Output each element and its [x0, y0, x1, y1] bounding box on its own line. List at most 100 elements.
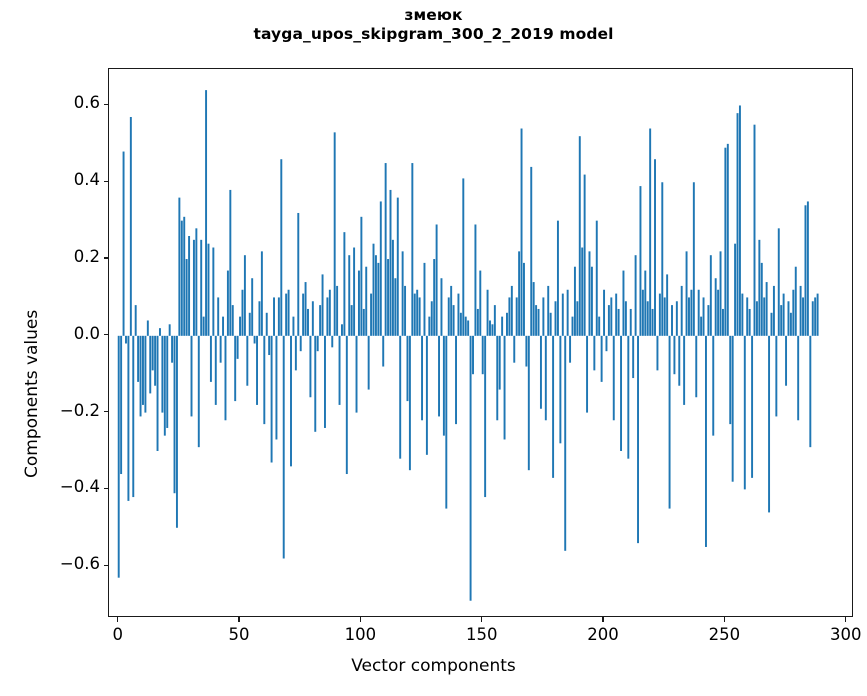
x-tick-label: 300 [829, 625, 862, 644]
bar [292, 316, 295, 336]
bar [125, 335, 127, 344]
bar [588, 251, 591, 336]
bar [447, 297, 450, 336]
bar [224, 335, 227, 421]
bar [324, 335, 326, 428]
bar [127, 335, 130, 501]
bar [595, 220, 598, 336]
bar [637, 335, 639, 544]
bar [197, 335, 200, 448]
bar [389, 189, 392, 336]
bar [755, 301, 758, 336]
bar [702, 297, 705, 336]
bar [729, 335, 732, 425]
bar [464, 316, 467, 336]
bar [117, 335, 120, 578]
bar [275, 335, 278, 440]
bar [365, 266, 368, 336]
bar [343, 232, 346, 336]
bar [552, 335, 555, 478]
bar [158, 328, 161, 336]
y-tick-mark [103, 487, 108, 490]
bar [666, 274, 669, 336]
bar [513, 335, 516, 363]
y-tick-label: 0.6 [73, 93, 100, 113]
bar [527, 335, 530, 471]
bar [688, 297, 690, 336]
bar [175, 335, 178, 528]
bar [435, 224, 438, 336]
bar [656, 335, 659, 371]
bar [772, 285, 775, 336]
bar [331, 335, 334, 348]
bar [379, 201, 382, 336]
bar [707, 305, 710, 336]
bar [192, 239, 195, 336]
bar [792, 289, 795, 336]
bar [503, 335, 506, 440]
bar [683, 335, 686, 405]
bar [663, 297, 666, 336]
bar [205, 90, 208, 336]
bar [695, 335, 698, 398]
bar [491, 324, 494, 336]
bar [542, 297, 545, 336]
bar [302, 293, 305, 336]
bar [253, 335, 256, 344]
chart-title: змеюк tayga_upos_skipgram_300_2_2019 mod… [0, 6, 867, 44]
bar [394, 278, 397, 336]
bar [573, 266, 576, 336]
bar [544, 335, 547, 421]
bar [559, 335, 562, 444]
bar-series [117, 90, 819, 601]
bar [600, 335, 603, 382]
bar [219, 335, 222, 363]
y-axis-label: Components values [22, 309, 42, 478]
bar [734, 243, 737, 336]
bar [433, 259, 436, 336]
bar [396, 197, 399, 336]
bar [556, 220, 559, 336]
bar [188, 236, 191, 336]
bar [280, 159, 283, 336]
bar [481, 335, 484, 375]
bar [535, 305, 538, 336]
x-tick-mark [117, 617, 119, 622]
bar [122, 151, 125, 336]
x-tick-mark [481, 617, 483, 622]
bar [816, 293, 819, 336]
bar [782, 293, 785, 336]
bar [173, 335, 176, 494]
bar [777, 228, 780, 336]
bar [726, 143, 729, 336]
bar [222, 316, 225, 336]
bar [620, 335, 623, 451]
bar [185, 259, 188, 336]
bar [627, 335, 630, 459]
bar [183, 216, 186, 336]
bar [137, 335, 140, 382]
bar [472, 335, 474, 375]
bar [525, 335, 528, 367]
bar [413, 293, 416, 336]
bar [171, 335, 174, 363]
bar [530, 166, 533, 336]
bar [668, 335, 671, 509]
bar [508, 297, 511, 336]
bar [569, 335, 572, 363]
bar [590, 266, 593, 336]
bar [226, 270, 229, 336]
bar [797, 335, 800, 421]
bar [622, 270, 625, 336]
bar [685, 251, 688, 336]
y-tick-mark [103, 334, 108, 336]
bar [751, 335, 754, 478]
bar [357, 270, 360, 336]
bar [190, 335, 193, 417]
x-tick-label: 250 [708, 625, 741, 644]
bar [299, 335, 302, 352]
bar [314, 335, 317, 432]
bar [202, 316, 205, 336]
bar [144, 335, 147, 413]
